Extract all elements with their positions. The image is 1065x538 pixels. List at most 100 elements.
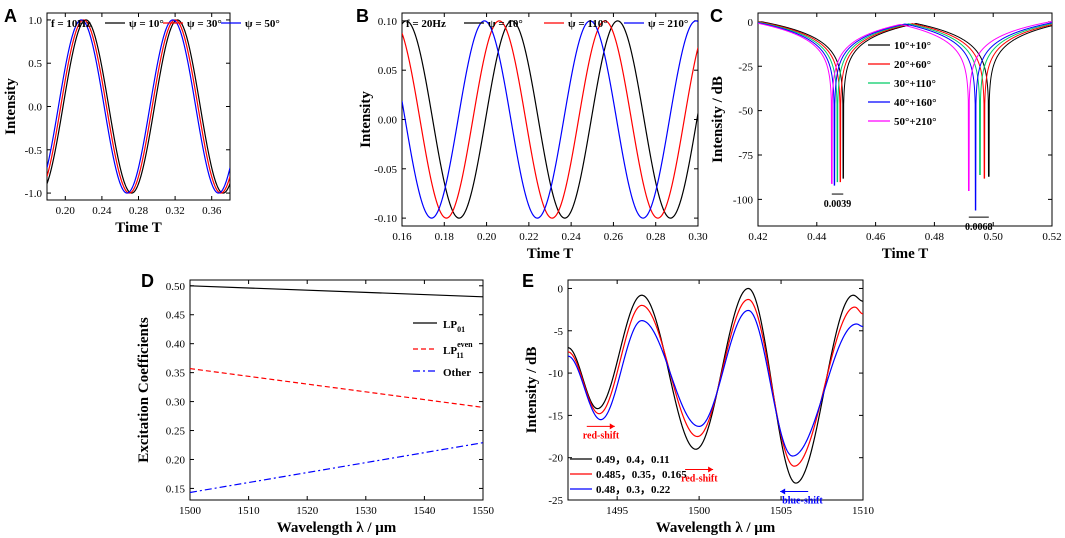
plot-frame-B xyxy=(401,12,699,227)
y-tick-label: -50 xyxy=(738,106,753,118)
x-axis-label: Wavelength λ / μm xyxy=(277,520,397,536)
x-axis-label: Wavelength λ / μm xyxy=(656,520,776,536)
y-tick-label: 0.50 xyxy=(166,281,186,293)
y-tick-label: -25 xyxy=(548,495,563,507)
x-tick-label: 0.30 xyxy=(688,231,708,243)
legend-label: ψ = 210° xyxy=(648,18,688,30)
x-tick-label: 0.24 xyxy=(562,231,582,243)
legend-label: 20°+60° xyxy=(894,59,931,71)
series-line xyxy=(189,442,484,494)
x-tick-label: 0.36 xyxy=(202,205,222,217)
x-tick-label: 0.20 xyxy=(477,231,497,243)
panel-D: 1500 1510 1520 1530 1540 1550 0.15 0.20 0.25 0.30… xyxy=(136,279,495,536)
x-tick-label: 0.16 xyxy=(392,231,412,243)
y-tick-label: 0.0 xyxy=(28,102,42,114)
shift-annotation: 0.0068 xyxy=(965,222,993,233)
x-tick-label: 1550 xyxy=(472,505,495,517)
x-tick-label: 0.24 xyxy=(92,205,112,217)
y-tick-label: -15 xyxy=(548,410,563,422)
series-line xyxy=(47,19,230,194)
panel-letter-B: B xyxy=(356,6,369,26)
shift-arrowhead xyxy=(609,423,615,430)
x-tick-label: 1530 xyxy=(355,505,378,517)
series-line xyxy=(758,22,1052,211)
y-tick-label: -0.10 xyxy=(374,213,397,225)
series-line xyxy=(402,20,698,219)
panel-E: 1495 1500 1505 1510 0 -5 -10 -15 -20 -25 Wavelengt… xyxy=(524,279,875,536)
y-tick-label: -0.5 xyxy=(25,145,43,157)
series-line xyxy=(568,309,863,457)
y-tick-label: 0.25 xyxy=(166,426,186,438)
x-tick-label: 0.44 xyxy=(807,231,827,243)
x-tick-label: 0.50 xyxy=(984,231,1004,243)
y-tick-label: 0.20 xyxy=(166,454,186,466)
frequency-annotation: f = 10Hz xyxy=(51,18,91,30)
shift-annotation: 0.0039 xyxy=(824,199,852,210)
frequency-annotation: f = 20Hz xyxy=(406,18,446,30)
x-tick-label: 1505 xyxy=(770,505,793,517)
series-line xyxy=(189,367,484,408)
x-axis-label: Time T xyxy=(115,220,162,236)
y-tick-label: 0.40 xyxy=(166,339,186,351)
panel-letter-D: D xyxy=(141,271,154,291)
x-tick-label: 1500 xyxy=(688,505,711,517)
y-tick-label: 0.35 xyxy=(166,368,186,380)
x-tick-label: 1500 xyxy=(179,505,202,517)
y-tick-label: 0.15 xyxy=(166,483,186,495)
panel-B: 0.16 0.18 0.20 0.22 0.24 0.26 0.28 0.30 -0.10 -0.… xyxy=(358,12,708,262)
y-tick-label: 0.10 xyxy=(378,16,398,28)
plot-frame-D xyxy=(189,279,484,501)
y-tick-label: 0.45 xyxy=(166,310,186,322)
legend-label: ψ = 110° xyxy=(568,18,608,30)
shift-annotation: blue-shift xyxy=(782,496,823,507)
y-tick-label: -1.0 xyxy=(25,188,43,200)
legend-label: ψ = 10° xyxy=(129,18,164,30)
x-tick-label: 0.52 xyxy=(1042,231,1061,243)
legend-label: 0.485，0.35，0.165 xyxy=(596,469,687,481)
x-tick-label: 1510 xyxy=(238,505,261,517)
plot-frame-E xyxy=(567,279,864,501)
x-tick-label: 0.32 xyxy=(165,205,184,217)
y-tick-label: -10 xyxy=(548,368,563,380)
y-tick-label: -25 xyxy=(738,61,753,73)
panel-C: 0.42 0.44 0.46 0.48 0.50 0.52 0 -25 -50 -75 -100 Ti… xyxy=(710,12,1062,262)
series-line xyxy=(47,19,230,194)
x-tick-label: 0.22 xyxy=(519,231,538,243)
x-tick-label: 0.46 xyxy=(866,231,886,243)
plot-frame-C xyxy=(757,12,1053,227)
y-tick-label: -75 xyxy=(738,150,753,162)
legend-label: 10°+10° xyxy=(894,40,931,52)
legend-label: 0.48，0.3，0.22 xyxy=(596,484,671,496)
x-tick-label: 0.26 xyxy=(604,231,624,243)
panel-A: 0.20 0.24 0.28 0.32 0.36 -1.0 -0.5 0.0 0.5 1.0 Tim… xyxy=(3,12,280,236)
x-tick-label: 1495 xyxy=(606,505,629,517)
x-tick-label: 1520 xyxy=(296,505,319,517)
legend-label: ψ = 10° xyxy=(488,18,523,30)
x-tick-label: 1540 xyxy=(413,505,436,517)
y-axis-label: Intensity / dB xyxy=(710,76,726,163)
legend-label: 50°+210° xyxy=(894,116,937,128)
series-line xyxy=(47,19,230,194)
series-line xyxy=(189,285,484,298)
legend-label: 40°+160° xyxy=(894,97,937,109)
y-tick-label: 0.05 xyxy=(378,65,398,77)
y-tick-label: 0 xyxy=(748,17,754,29)
y-tick-label: 0.30 xyxy=(166,397,186,409)
x-tick-label: 0.48 xyxy=(925,231,945,243)
y-tick-label: -0.05 xyxy=(374,164,397,176)
y-tick-label: 0.5 xyxy=(28,58,42,70)
x-tick-label: 0.20 xyxy=(56,205,76,217)
y-tick-label: 1.0 xyxy=(28,15,42,27)
legend-label: ψ = 30° xyxy=(187,18,222,30)
y-axis-label: Intensity xyxy=(3,78,19,135)
legend-label: 0.49，0.4，0.11 xyxy=(596,454,670,466)
shift-annotation: red-shift xyxy=(681,474,718,485)
x-tick-label: 0.42 xyxy=(748,231,767,243)
y-axis-label: Intensity / dB xyxy=(524,347,540,434)
y-axis-label: Intensity xyxy=(358,91,374,148)
plot-frame-A xyxy=(46,12,231,201)
shift-arrowhead xyxy=(780,488,786,495)
panel-letter-A: A xyxy=(4,6,17,26)
legend-label: LPeven 11 xyxy=(443,340,473,360)
